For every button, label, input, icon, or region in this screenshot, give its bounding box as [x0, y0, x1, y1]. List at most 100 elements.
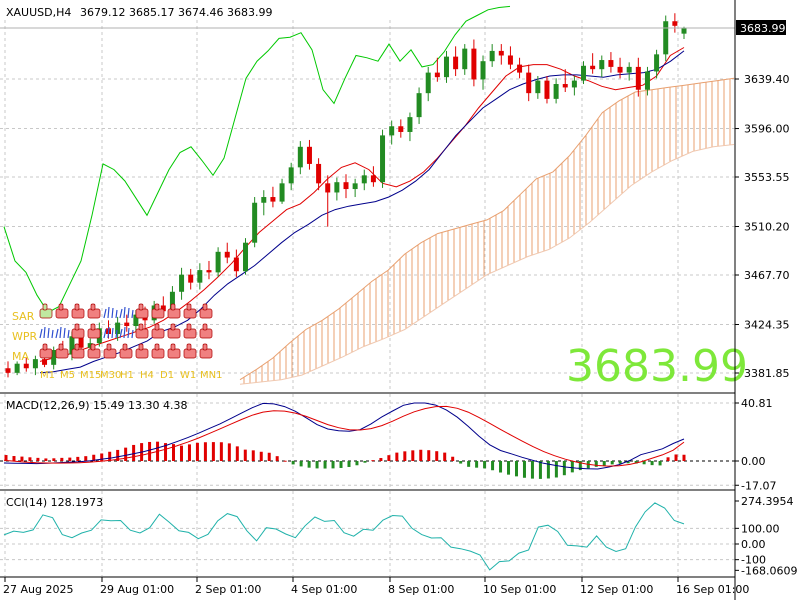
cci-tick-label: 274.3954: [741, 495, 794, 508]
symbol-timeframe: XAUUSD,H4: [6, 6, 71, 19]
price-tick-label: 3424.35: [744, 318, 790, 331]
candle: [471, 39, 477, 87]
time-tick-label: 27 Aug 2025: [3, 583, 73, 596]
hand-signal-icon: [119, 343, 133, 359]
price-tick-label: 3467.70: [744, 269, 790, 282]
macd-bar: [227, 443, 231, 461]
macd-bar: [187, 444, 191, 461]
candle-body: [233, 257, 239, 272]
timeframe-label: M15: [80, 370, 101, 381]
candle: [261, 190, 267, 216]
hand-signal-icon: [167, 323, 181, 339]
time-tick-label: 4 Sep 01:00: [291, 583, 357, 596]
timeframe-label: M1: [40, 370, 55, 381]
macd-tick-label: 0.00: [741, 455, 766, 468]
macd-bar: [546, 461, 550, 479]
candle: [306, 139, 312, 170]
hand-signal-icon: [199, 323, 213, 339]
macd-bar: [626, 461, 630, 464]
macd-panel[interactable]: 40.81 0.00 -17.07 MACD(12,26,9) 15.49 13.3…: [0, 394, 776, 492]
candle-body: [243, 242, 249, 272]
candle-body: [179, 274, 185, 292]
hand-signal-icon: [199, 303, 213, 319]
macd-bar: [259, 451, 263, 461]
candle-body: [279, 183, 285, 202]
macd-bar: [291, 461, 295, 465]
hand-signal-icon: [55, 343, 69, 359]
macd-bar: [642, 461, 646, 465]
candle: [498, 44, 504, 65]
macd-bar: [132, 444, 136, 461]
candle: [215, 247, 221, 277]
macd-bar: [44, 458, 48, 461]
macd-bar: [275, 456, 279, 461]
candle-body: [553, 84, 559, 99]
macd-bar: [347, 461, 351, 467]
macd-bar: [666, 457, 670, 461]
macd-bar: [594, 461, 598, 467]
macd-bar: [379, 458, 383, 461]
candle-body: [370, 175, 376, 183]
hand-signal-icon: [135, 323, 149, 339]
candle: [681, 26, 687, 39]
macd-bar: [538, 461, 542, 479]
macd-bar: [443, 452, 447, 461]
candle-body: [462, 48, 468, 70]
hand-signal-icon: [87, 323, 101, 339]
candle-body: [681, 28, 687, 34]
candle-body: [78, 336, 84, 348]
upper-band-line: [3, 5, 511, 313]
ichimoku-cloud: [239, 77, 735, 385]
candle: [361, 169, 367, 191]
main-panel[interactable]: 3381.85 3424.35 3467.70 3510.20 3553.55 3596.…: [0, 5, 790, 392]
timeframe-label: H1: [120, 370, 134, 381]
candle: [644, 66, 650, 96]
candle: [5, 361, 11, 378]
macd-bar: [60, 457, 64, 461]
hand-neutral-icon: [103, 326, 118, 339]
candle-body: [14, 363, 20, 373]
hand-signal-icon: [183, 323, 197, 339]
candle-body: [480, 61, 486, 80]
main-grid: [0, 20, 735, 392]
time-tick-label: 16 Sep 01:00: [676, 583, 749, 596]
candle: [599, 55, 605, 78]
macd-bar: [68, 457, 72, 461]
signal-label-ma: MA: [12, 350, 29, 363]
candle-body: [517, 64, 523, 73]
candle-body: [288, 167, 294, 184]
macd-histogram: [4, 441, 686, 479]
candle-body: [644, 71, 650, 90]
candle-body: [334, 182, 340, 193]
macd-bar: [530, 461, 534, 479]
candle: [115, 316, 121, 341]
candle: [51, 346, 57, 370]
candle: [617, 57, 623, 79]
cloud-edge-a: [239, 77, 735, 381]
macd-bar: [507, 461, 511, 475]
cci-panel[interactable]: 274.3954 100.00 0.00 -100-168.0609 CCI(14) …: [0, 491, 797, 577]
candle-body: [498, 50, 504, 56]
timeframe-label: MN1: [200, 370, 222, 381]
candle: [32, 355, 38, 376]
candle: [581, 61, 587, 85]
macd-title: MACD(12,26,9) 15.49 13.30 4.38: [6, 399, 188, 412]
candle-body: [599, 60, 605, 70]
hand-signal-icon: [39, 303, 53, 319]
timeframe-label: H4: [140, 370, 154, 381]
macd-tick-label: 40.81: [741, 397, 773, 410]
candle-body: [343, 182, 349, 190]
macd-bar: [100, 453, 104, 461]
candle-body: [169, 291, 175, 312]
candle-body: [69, 336, 75, 355]
candle-body: [87, 343, 93, 348]
macd-bar: [387, 455, 391, 461]
macd-bar: [331, 461, 335, 469]
candle-body: [608, 60, 614, 67]
hand-signal-icon: [199, 343, 213, 359]
candle: [507, 46, 513, 70]
candle-body: [535, 80, 541, 94]
candle-body: [425, 72, 431, 94]
hand-signal-icon: [103, 343, 117, 359]
